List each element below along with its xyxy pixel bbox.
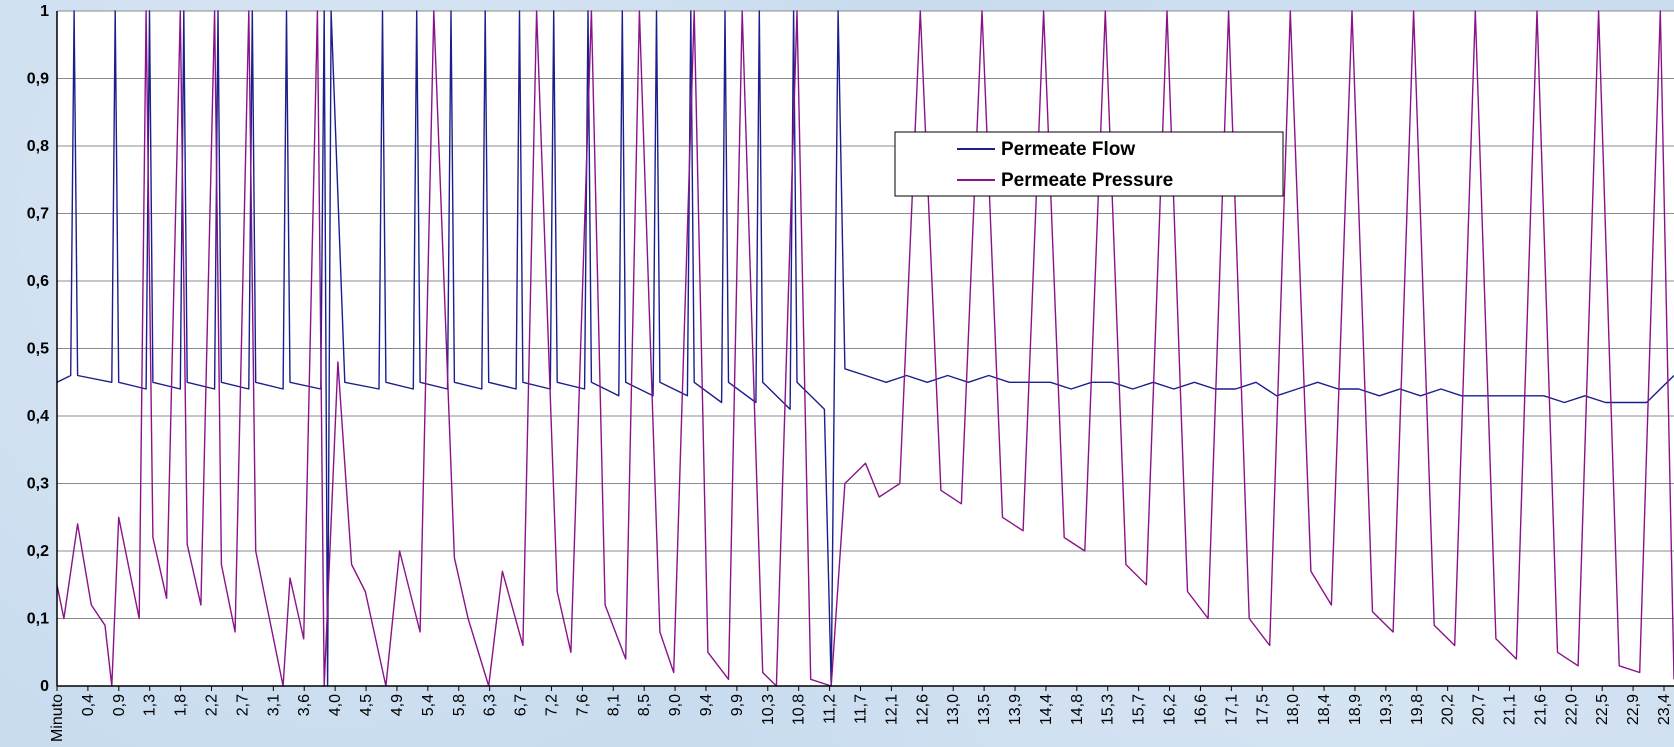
x-tick-label: 9,9 xyxy=(729,694,746,716)
legend-box xyxy=(894,131,1284,197)
x-tick-label: 17,1 xyxy=(1223,694,1240,725)
legend-label-permeate-flow: Permeate Flow xyxy=(1001,139,1135,160)
y-tick-label: 0,5 xyxy=(27,341,49,358)
x-tick-label: 4,9 xyxy=(389,694,406,716)
x-tick-label: 23,4 xyxy=(1656,694,1673,725)
x-axis-ticks: Minuto 0,4 0,9 1,3 1,8 2,2 2,7 3,1 3,6 4,0 4,5 4,9 5… xyxy=(49,686,1673,742)
x-tick-label: 4,0 xyxy=(327,694,344,716)
y-tick-label: 0,3 xyxy=(27,476,49,493)
x-tick-label: 16,2 xyxy=(1162,694,1179,725)
x-tick-label: 3,6 xyxy=(296,694,313,716)
series-line-permeate-flow xyxy=(56,10,1674,687)
x-tick-label: 8,1 xyxy=(605,694,622,716)
x-tick-label: 18,0 xyxy=(1285,694,1302,725)
x-tick-label: 20,2 xyxy=(1440,694,1457,725)
x-tick-label: 4,5 xyxy=(358,694,375,716)
y-tick-label: 0,4 xyxy=(27,408,49,425)
x-tick-label: 10,3 xyxy=(760,694,777,725)
y-tick-label: 0,9 xyxy=(27,71,49,88)
x-tick-label: 13,5 xyxy=(976,694,993,725)
x-tick-label: 19,8 xyxy=(1409,694,1426,725)
x-tick-label: 0,9 xyxy=(111,694,128,716)
y-tick-label: 1 xyxy=(40,3,49,20)
x-tick-label: 2,7 xyxy=(234,694,251,716)
x-tick-label: 21,1 xyxy=(1501,694,1518,725)
x-tick-label: 13,0 xyxy=(945,694,962,725)
x-tick-label: 5,8 xyxy=(451,694,468,716)
x-tick-label: 1,8 xyxy=(173,694,190,716)
x-tick-label: 1,3 xyxy=(142,694,159,716)
x-tick-label: 14,8 xyxy=(1069,694,1086,725)
x-tick-label: 6,3 xyxy=(482,694,499,716)
y-tick-label: 0,2 xyxy=(27,543,49,560)
x-tick-label: 21,6 xyxy=(1532,694,1549,725)
x-tick-label: 15,3 xyxy=(1100,694,1117,725)
x-tick-label: 2,2 xyxy=(204,694,221,716)
legend: Permeate Flow Permeate Pressure xyxy=(894,131,1284,197)
x-tick-label: 0,4 xyxy=(80,694,97,716)
x-tick-label: 3,1 xyxy=(265,694,282,716)
y-tick-label: 0,1 xyxy=(27,611,49,628)
y-tick-label: 0,8 xyxy=(27,138,49,155)
x-tick-label: 17,5 xyxy=(1254,694,1271,725)
series-layer xyxy=(56,10,1674,687)
x-tick-label: 12,1 xyxy=(883,694,900,725)
y-axis-ticks: 0 0,1 0,2 0,3 0,4 0,5 0,6 0,7 0,8 0,9 1 xyxy=(27,3,49,695)
series-line-permeate-pressure xyxy=(56,10,1674,687)
x-tick-label: 18,4 xyxy=(1316,694,1333,725)
x-tick-label: 19,3 xyxy=(1378,694,1395,725)
x-tick-label: 22,9 xyxy=(1625,694,1642,725)
x-tick-label: 20,7 xyxy=(1471,694,1488,725)
x-tick-label: 22,5 xyxy=(1594,694,1611,725)
x-tick-label: 13,9 xyxy=(1007,694,1024,725)
x-tick-label: Minuto xyxy=(49,694,66,742)
x-tick-label: 16,6 xyxy=(1192,694,1209,725)
x-tick-label: 8,5 xyxy=(636,694,653,716)
x-tick-label: 5,4 xyxy=(420,694,437,716)
x-tick-label: 9,0 xyxy=(667,694,684,716)
x-tick-label: 22,0 xyxy=(1563,694,1580,725)
x-tick-label: 9,4 xyxy=(698,694,715,716)
x-tick-label: 14,4 xyxy=(1038,694,1055,725)
y-tick-label: 0,6 xyxy=(27,273,49,290)
x-tick-label: 10,8 xyxy=(791,694,808,725)
x-tick-label: 12,6 xyxy=(914,694,931,725)
x-tick-label: 7,6 xyxy=(574,694,591,716)
x-tick-label: 6,7 xyxy=(513,694,530,716)
x-tick-label: 15,7 xyxy=(1131,694,1148,725)
y-tick-label: 0 xyxy=(40,678,49,695)
x-tick-label: 7,2 xyxy=(543,694,560,716)
y-tick-label: 0,7 xyxy=(27,206,49,223)
x-tick-label: 11,7 xyxy=(853,694,870,724)
x-tick-label: 11,2 xyxy=(822,694,839,724)
x-tick-label: 18,9 xyxy=(1347,694,1364,725)
legend-label-permeate-pressure: Permeate Pressure xyxy=(1001,170,1173,191)
